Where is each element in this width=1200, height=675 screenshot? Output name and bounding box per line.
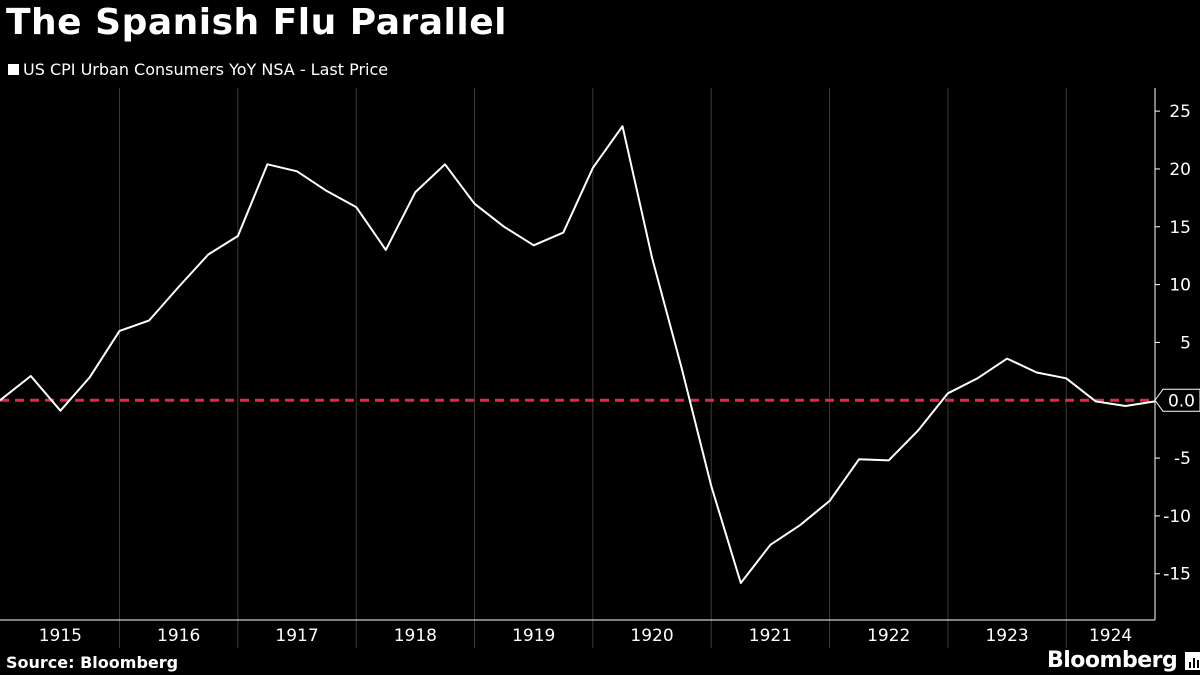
last-value-label: 0.0 (1168, 391, 1195, 411)
brand-name: Bloomberg (1047, 648, 1178, 673)
y-tick-label: -10 (1163, 507, 1191, 527)
y-tick-label: -5 (1174, 449, 1191, 469)
y-tick-label: 5 (1180, 333, 1191, 353)
x-tick-label: 1923 (985, 626, 1028, 646)
y-tick-label: 20 (1169, 160, 1191, 180)
y-tick-label: -15 (1163, 565, 1191, 585)
legend-swatch (8, 64, 19, 75)
x-tick-label: 1924 (1089, 626, 1132, 646)
x-tick-label: 1920 (630, 626, 673, 646)
y-tick-label: 15 (1169, 218, 1191, 238)
bloomberg-logo: Bloomberg (1047, 648, 1200, 673)
x-tick-label: 1915 (39, 626, 82, 646)
bar-chart-icon (1185, 651, 1200, 670)
legend-label: US CPI Urban Consumers YoY NSA - Last Pr… (23, 60, 389, 79)
x-tick-label: 1917 (275, 626, 318, 646)
y-tick-label: 10 (1169, 276, 1191, 296)
last-value-box (1154, 388, 1200, 412)
x-tick-label: 1921 (749, 626, 792, 646)
x-tick-label: 1922 (867, 626, 910, 646)
y-tick-label: 25 (1169, 102, 1191, 122)
series-line (0, 125, 1156, 584)
legend: US CPI Urban Consumers YoY NSA - Last Pr… (8, 60, 388, 79)
x-tick-label: 1916 (157, 626, 200, 646)
source-note: Source: Bloomberg (6, 653, 179, 672)
chart-title: The Spanish Flu Parallel (6, 2, 507, 43)
x-tick-label: 1919 (512, 626, 555, 646)
x-tick-label: 1918 (394, 626, 437, 646)
